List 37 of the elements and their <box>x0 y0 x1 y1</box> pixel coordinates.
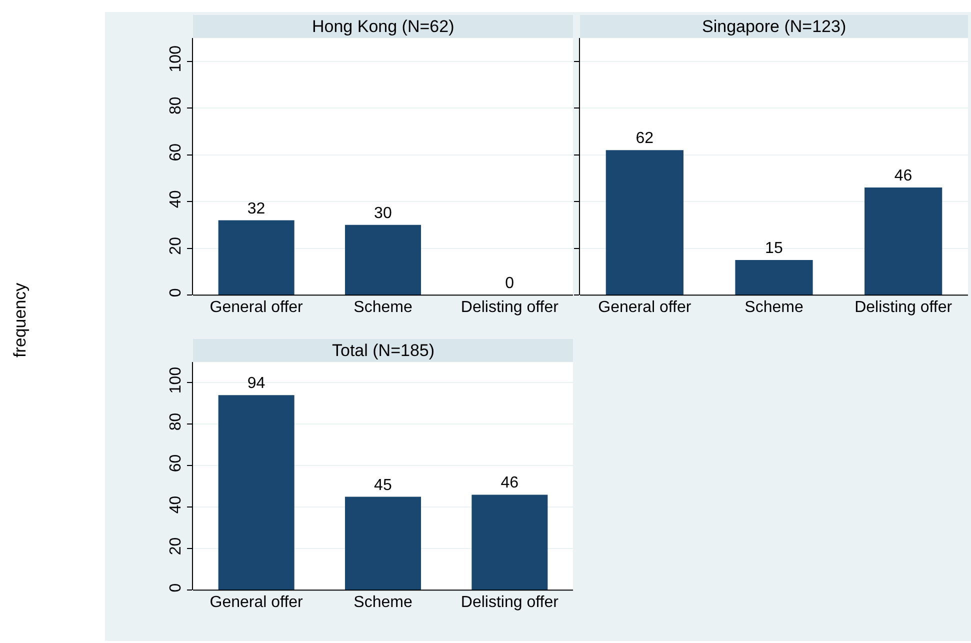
y-tick-label: 20 <box>168 236 185 255</box>
data-label: 46 <box>500 474 519 492</box>
chart-title: Total (N=185) <box>332 341 435 360</box>
y-tick-label: 100 <box>168 45 185 72</box>
bar <box>218 395 294 590</box>
chart-title: Hong Kong (N=62) <box>312 17 454 36</box>
x-tick-label: Scheme <box>744 299 804 316</box>
x-tick-label: Delisting offer <box>460 299 560 316</box>
x-tick-label: General offer <box>210 299 304 316</box>
data-label: 0 <box>505 275 514 292</box>
x-tick-label: Delisting offer <box>854 299 953 316</box>
data-label: 30 <box>374 204 392 222</box>
y-axis-title: frequency <box>10 282 30 358</box>
x-tick-label: Scheme <box>354 594 412 612</box>
y-tick-label: 80 <box>168 96 185 115</box>
y-tick-label: 40 <box>168 496 185 514</box>
y-tick-label: 80 <box>168 412 185 431</box>
x-tick-label: Delisting offer <box>460 594 560 612</box>
x-tick-label: Scheme <box>354 299 412 316</box>
y-tick-label: 60 <box>168 143 185 162</box>
y-tick-label: 0 <box>168 583 185 592</box>
bar <box>345 496 421 590</box>
data-label: 32 <box>247 200 266 218</box>
y-tick-label: 0 <box>168 288 185 298</box>
y-tick-label: 100 <box>168 366 185 394</box>
x-tick-label: General offer <box>210 594 304 612</box>
y-tick-label: 60 <box>168 454 185 472</box>
data-label: 62 <box>636 130 654 148</box>
y-tick-label: 40 <box>168 190 185 208</box>
chart-title: Singapore (N=123) <box>702 17 846 36</box>
data-label: 46 <box>894 168 912 185</box>
data-label: 94 <box>247 375 266 392</box>
bar <box>472 494 548 590</box>
data-label: 15 <box>765 240 783 258</box>
data-label: 45 <box>374 476 392 494</box>
y-tick-label: 20 <box>168 537 185 556</box>
x-tick-label: General offer <box>598 299 692 316</box>
